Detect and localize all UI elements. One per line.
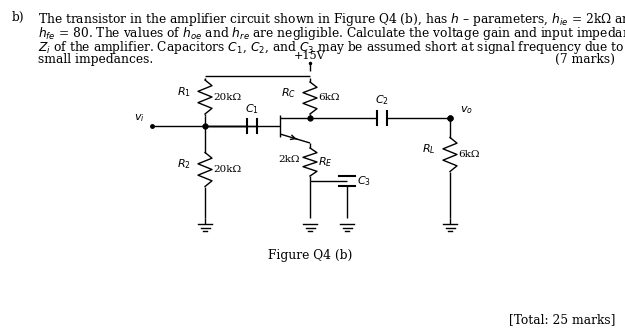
Text: Figure Q4 (b): Figure Q4 (b) [268, 249, 352, 262]
Text: $C_3$: $C_3$ [357, 174, 371, 188]
Text: $h_{fe}$ = 80. The values of $h_{oe}$ and $h_{re}$ are negligible. Calculate the: $h_{fe}$ = 80. The values of $h_{oe}$ an… [38, 25, 625, 42]
Text: b): b) [12, 11, 24, 24]
Text: 20kΩ: 20kΩ [213, 92, 241, 101]
Text: $R_L$: $R_L$ [422, 142, 436, 156]
Text: $C_1$: $C_1$ [245, 102, 259, 116]
Text: +15V: +15V [294, 51, 326, 61]
Text: $Z_i$ of the amplifier. Capacitors $C_1$, $C_2$, and $C_3$ may be assumed short : $Z_i$ of the amplifier. Capacitors $C_1$… [38, 39, 624, 56]
Text: 2kΩ: 2kΩ [279, 155, 300, 164]
Text: $R_1$: $R_1$ [177, 85, 191, 99]
Text: $R_E$: $R_E$ [318, 155, 332, 169]
Text: $R_C$: $R_C$ [281, 86, 296, 100]
Text: 6kΩ: 6kΩ [318, 93, 339, 102]
Text: The transistor in the amplifier circuit shown in Figure Q4 (b), has $h$ – parame: The transistor in the amplifier circuit … [38, 11, 625, 28]
Text: 20kΩ: 20kΩ [213, 165, 241, 174]
Text: $C_2$: $C_2$ [375, 93, 389, 107]
Text: (7 marks): (7 marks) [555, 53, 615, 66]
Text: $v_i$: $v_i$ [134, 112, 145, 124]
Text: 6kΩ: 6kΩ [458, 150, 479, 159]
Text: $v_o$: $v_o$ [460, 104, 473, 116]
Text: small impedances.: small impedances. [38, 53, 153, 66]
Text: [Total: 25 marks]: [Total: 25 marks] [509, 313, 615, 326]
Text: $R_2$: $R_2$ [177, 158, 191, 171]
